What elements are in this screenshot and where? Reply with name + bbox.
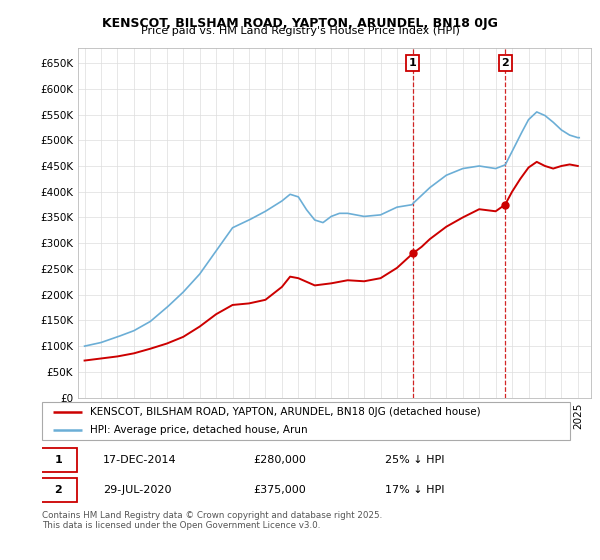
Text: £280,000: £280,000 [253,455,306,465]
Text: 29-JUL-2020: 29-JUL-2020 [103,484,171,494]
FancyBboxPatch shape [40,478,77,502]
Text: 17-DEC-2014: 17-DEC-2014 [103,455,176,465]
Text: 2: 2 [55,484,62,494]
FancyBboxPatch shape [42,402,570,440]
Text: £375,000: £375,000 [253,484,306,494]
Text: KENSCOT, BILSHAM ROAD, YAPTON, ARUNDEL, BN18 0JG (detached house): KENSCOT, BILSHAM ROAD, YAPTON, ARUNDEL, … [89,407,480,417]
Text: KENSCOT, BILSHAM ROAD, YAPTON, ARUNDEL, BN18 0JG: KENSCOT, BILSHAM ROAD, YAPTON, ARUNDEL, … [102,17,498,30]
Text: 2: 2 [501,58,509,68]
Text: HPI: Average price, detached house, Arun: HPI: Average price, detached house, Arun [89,424,307,435]
Text: 1: 1 [409,58,416,68]
Text: Contains HM Land Registry data © Crown copyright and database right 2025.
This d: Contains HM Land Registry data © Crown c… [42,511,382,530]
Text: 17% ↓ HPI: 17% ↓ HPI [385,484,445,494]
Text: Price paid vs. HM Land Registry's House Price Index (HPI): Price paid vs. HM Land Registry's House … [140,26,460,36]
Text: 25% ↓ HPI: 25% ↓ HPI [385,455,445,465]
Text: 1: 1 [55,455,62,465]
FancyBboxPatch shape [40,449,77,472]
